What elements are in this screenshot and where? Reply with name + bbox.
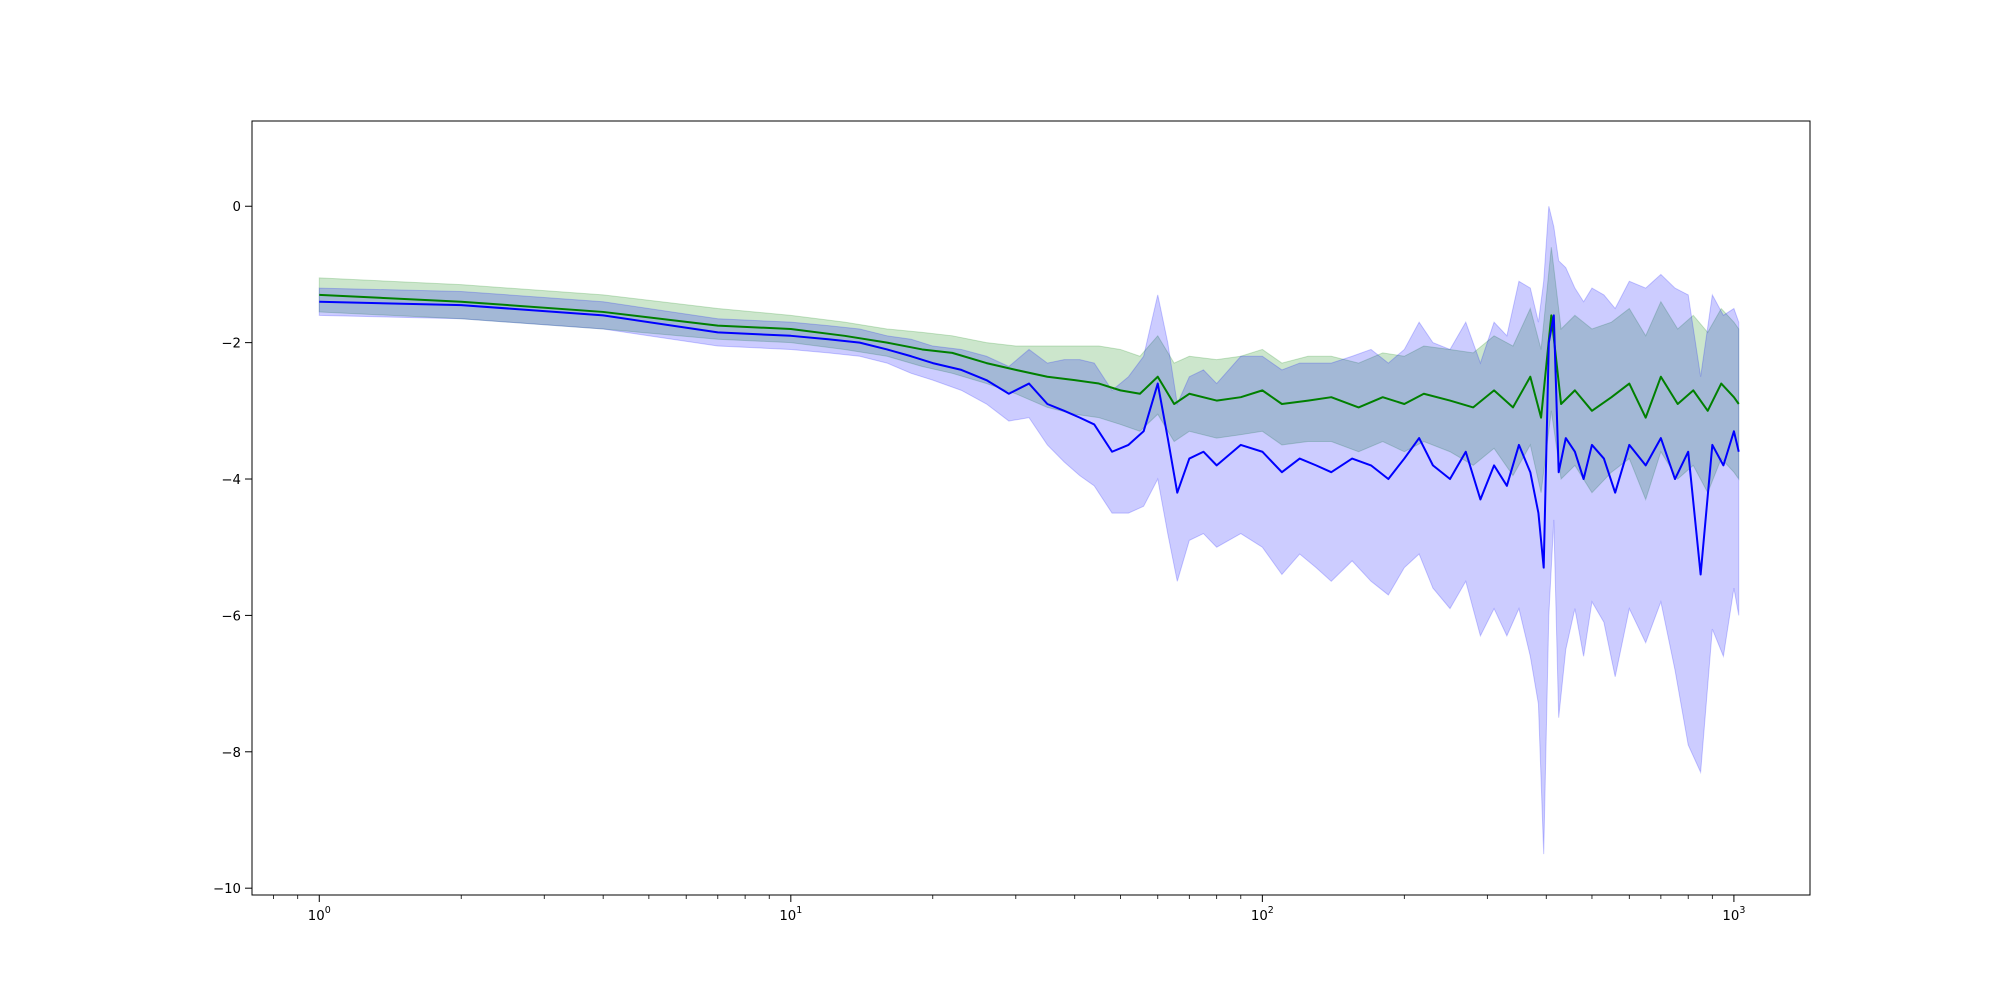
y-tick-label: −2 (221, 337, 241, 352)
x-tick-label-base: 10 (308, 909, 325, 924)
x-tick-label-exponent: 0 (325, 905, 331, 916)
series-1-line (319, 300, 1740, 576)
x-tick-label-base: 10 (779, 909, 796, 924)
x-tick-label: 100 (308, 905, 331, 924)
y-tick-label: 0 (233, 200, 241, 215)
series-1-band (318, 206, 1740, 855)
x-tick-label-exponent: 1 (796, 905, 802, 916)
x-axis: 100 101 102 103 (273, 895, 1745, 924)
y-tick-label: −6 (221, 609, 241, 624)
plot-frame (251, 120, 1811, 896)
y-tick-label: −8 (221, 746, 241, 761)
x-tick-label-exponent: 2 (1268, 905, 1274, 916)
x-tick-label-exponent: 3 (1739, 905, 1745, 916)
x-tick-label: 101 (779, 905, 802, 924)
x-tick-label: 103 (1722, 905, 1745, 924)
series-lines (319, 293, 1740, 576)
series-0-line (319, 293, 1740, 419)
y-tick-label: −4 (221, 473, 241, 488)
x-tick-label-base: 10 (1722, 909, 1739, 924)
x-tick-label: 102 (1251, 905, 1274, 924)
confidence-bands (318, 206, 1740, 855)
y-axis: 0 −2 −4 −6 −8 −10 (213, 200, 252, 897)
x-tick-label-base: 10 (1251, 909, 1268, 924)
y-tick-label: −10 (213, 882, 241, 897)
